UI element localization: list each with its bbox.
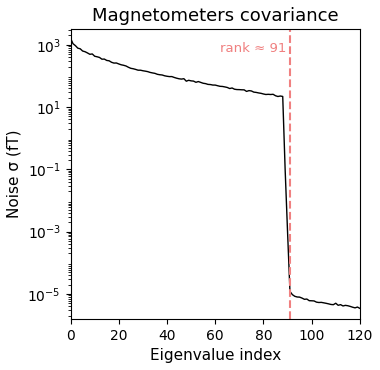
X-axis label: Eigenvalue index: Eigenvalue index bbox=[150, 348, 281, 363]
Text: rank ≈ 91: rank ≈ 91 bbox=[220, 42, 287, 55]
Title: Magnetometers covariance: Magnetometers covariance bbox=[92, 7, 339, 25]
Y-axis label: Noise σ (fT): Noise σ (fT) bbox=[7, 130, 22, 218]
